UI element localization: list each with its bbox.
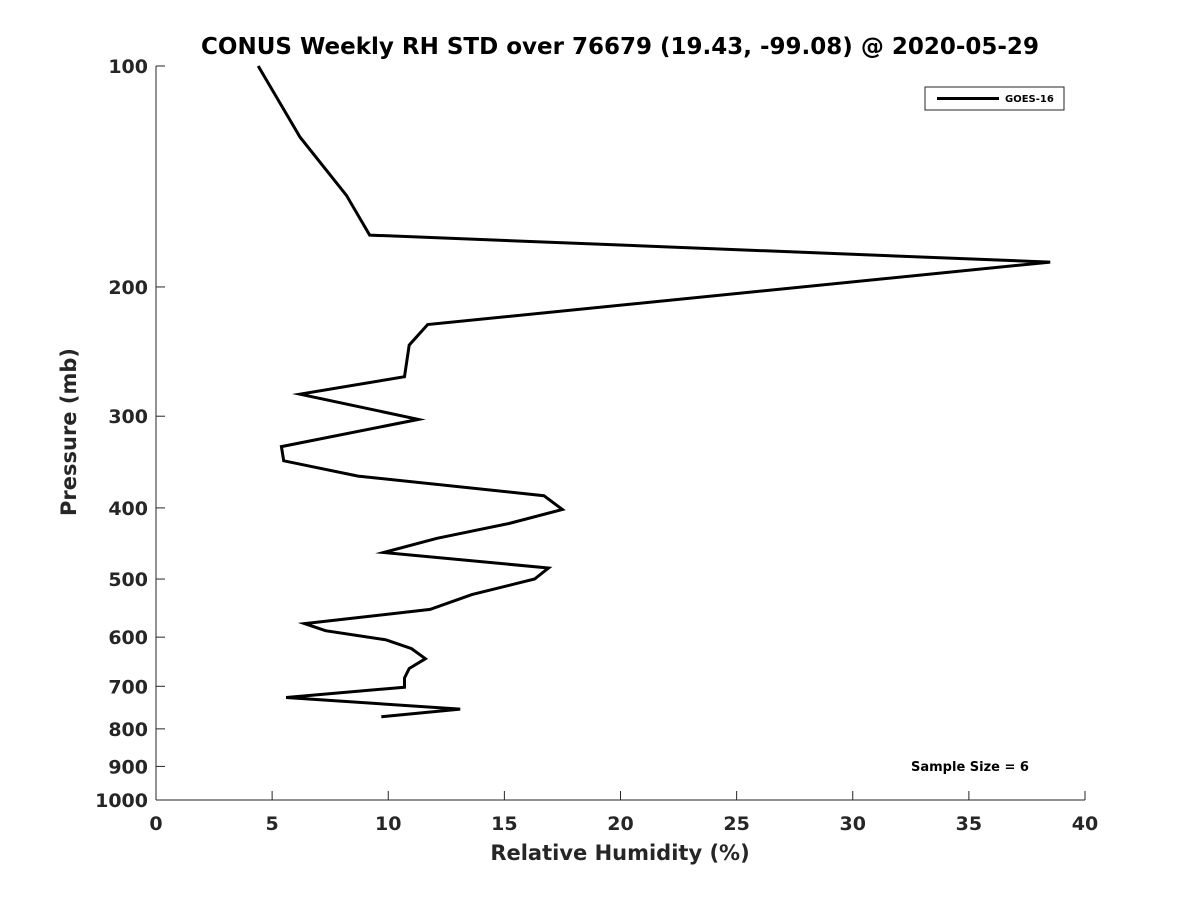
series-line-goes-16 [256,65,1051,719]
legend-label-goes-16: GOES-16 [1005,94,1054,105]
x-tick-label: 20 [607,813,633,835]
x-tick-label: 0 [149,813,162,835]
y-axis-ticks: 100 200 300 400 500 600 700 800 900 1000 [95,56,165,812]
legend: GOES-16 [924,86,1065,111]
x-tick-label: 25 [723,813,749,835]
y-tick-label: 600 [108,627,148,649]
y-tick-label: 400 [108,498,148,520]
x-axis-label: Relative Humidity (%) [490,841,749,865]
y-axis-label: Pressure (mb) [57,348,81,516]
y-tick-label: 500 [108,569,148,591]
x-tick-label: 30 [840,813,866,835]
y-tick-label: 300 [108,406,148,428]
series-group [256,65,1051,719]
y-tick-label: 800 [108,719,148,741]
x-tick-label: 10 [375,813,401,835]
x-tick-label: 5 [266,813,279,835]
x-axis-ticks: 0 5 10 15 20 25 30 35 40 [149,791,1098,835]
sample-size-annotation: Sample Size = 6 [911,760,1029,775]
y-tick-label: 700 [108,676,148,698]
plot-area: 0 5 10 15 20 25 30 35 40 100 200 300 400 500 600 700 80… [95,56,1098,835]
y-tick-label: 900 [108,756,148,778]
x-tick-label: 15 [491,813,517,835]
x-tick-label: 35 [956,813,982,835]
y-tick-label: 200 [108,277,148,299]
x-tick-label: 40 [1072,813,1098,835]
chart-title: CONUS Weekly RH STD over 76679 (19.43, -… [201,34,1039,60]
y-tick-label: 1000 [95,790,148,812]
y-tick-label: 100 [108,56,148,78]
